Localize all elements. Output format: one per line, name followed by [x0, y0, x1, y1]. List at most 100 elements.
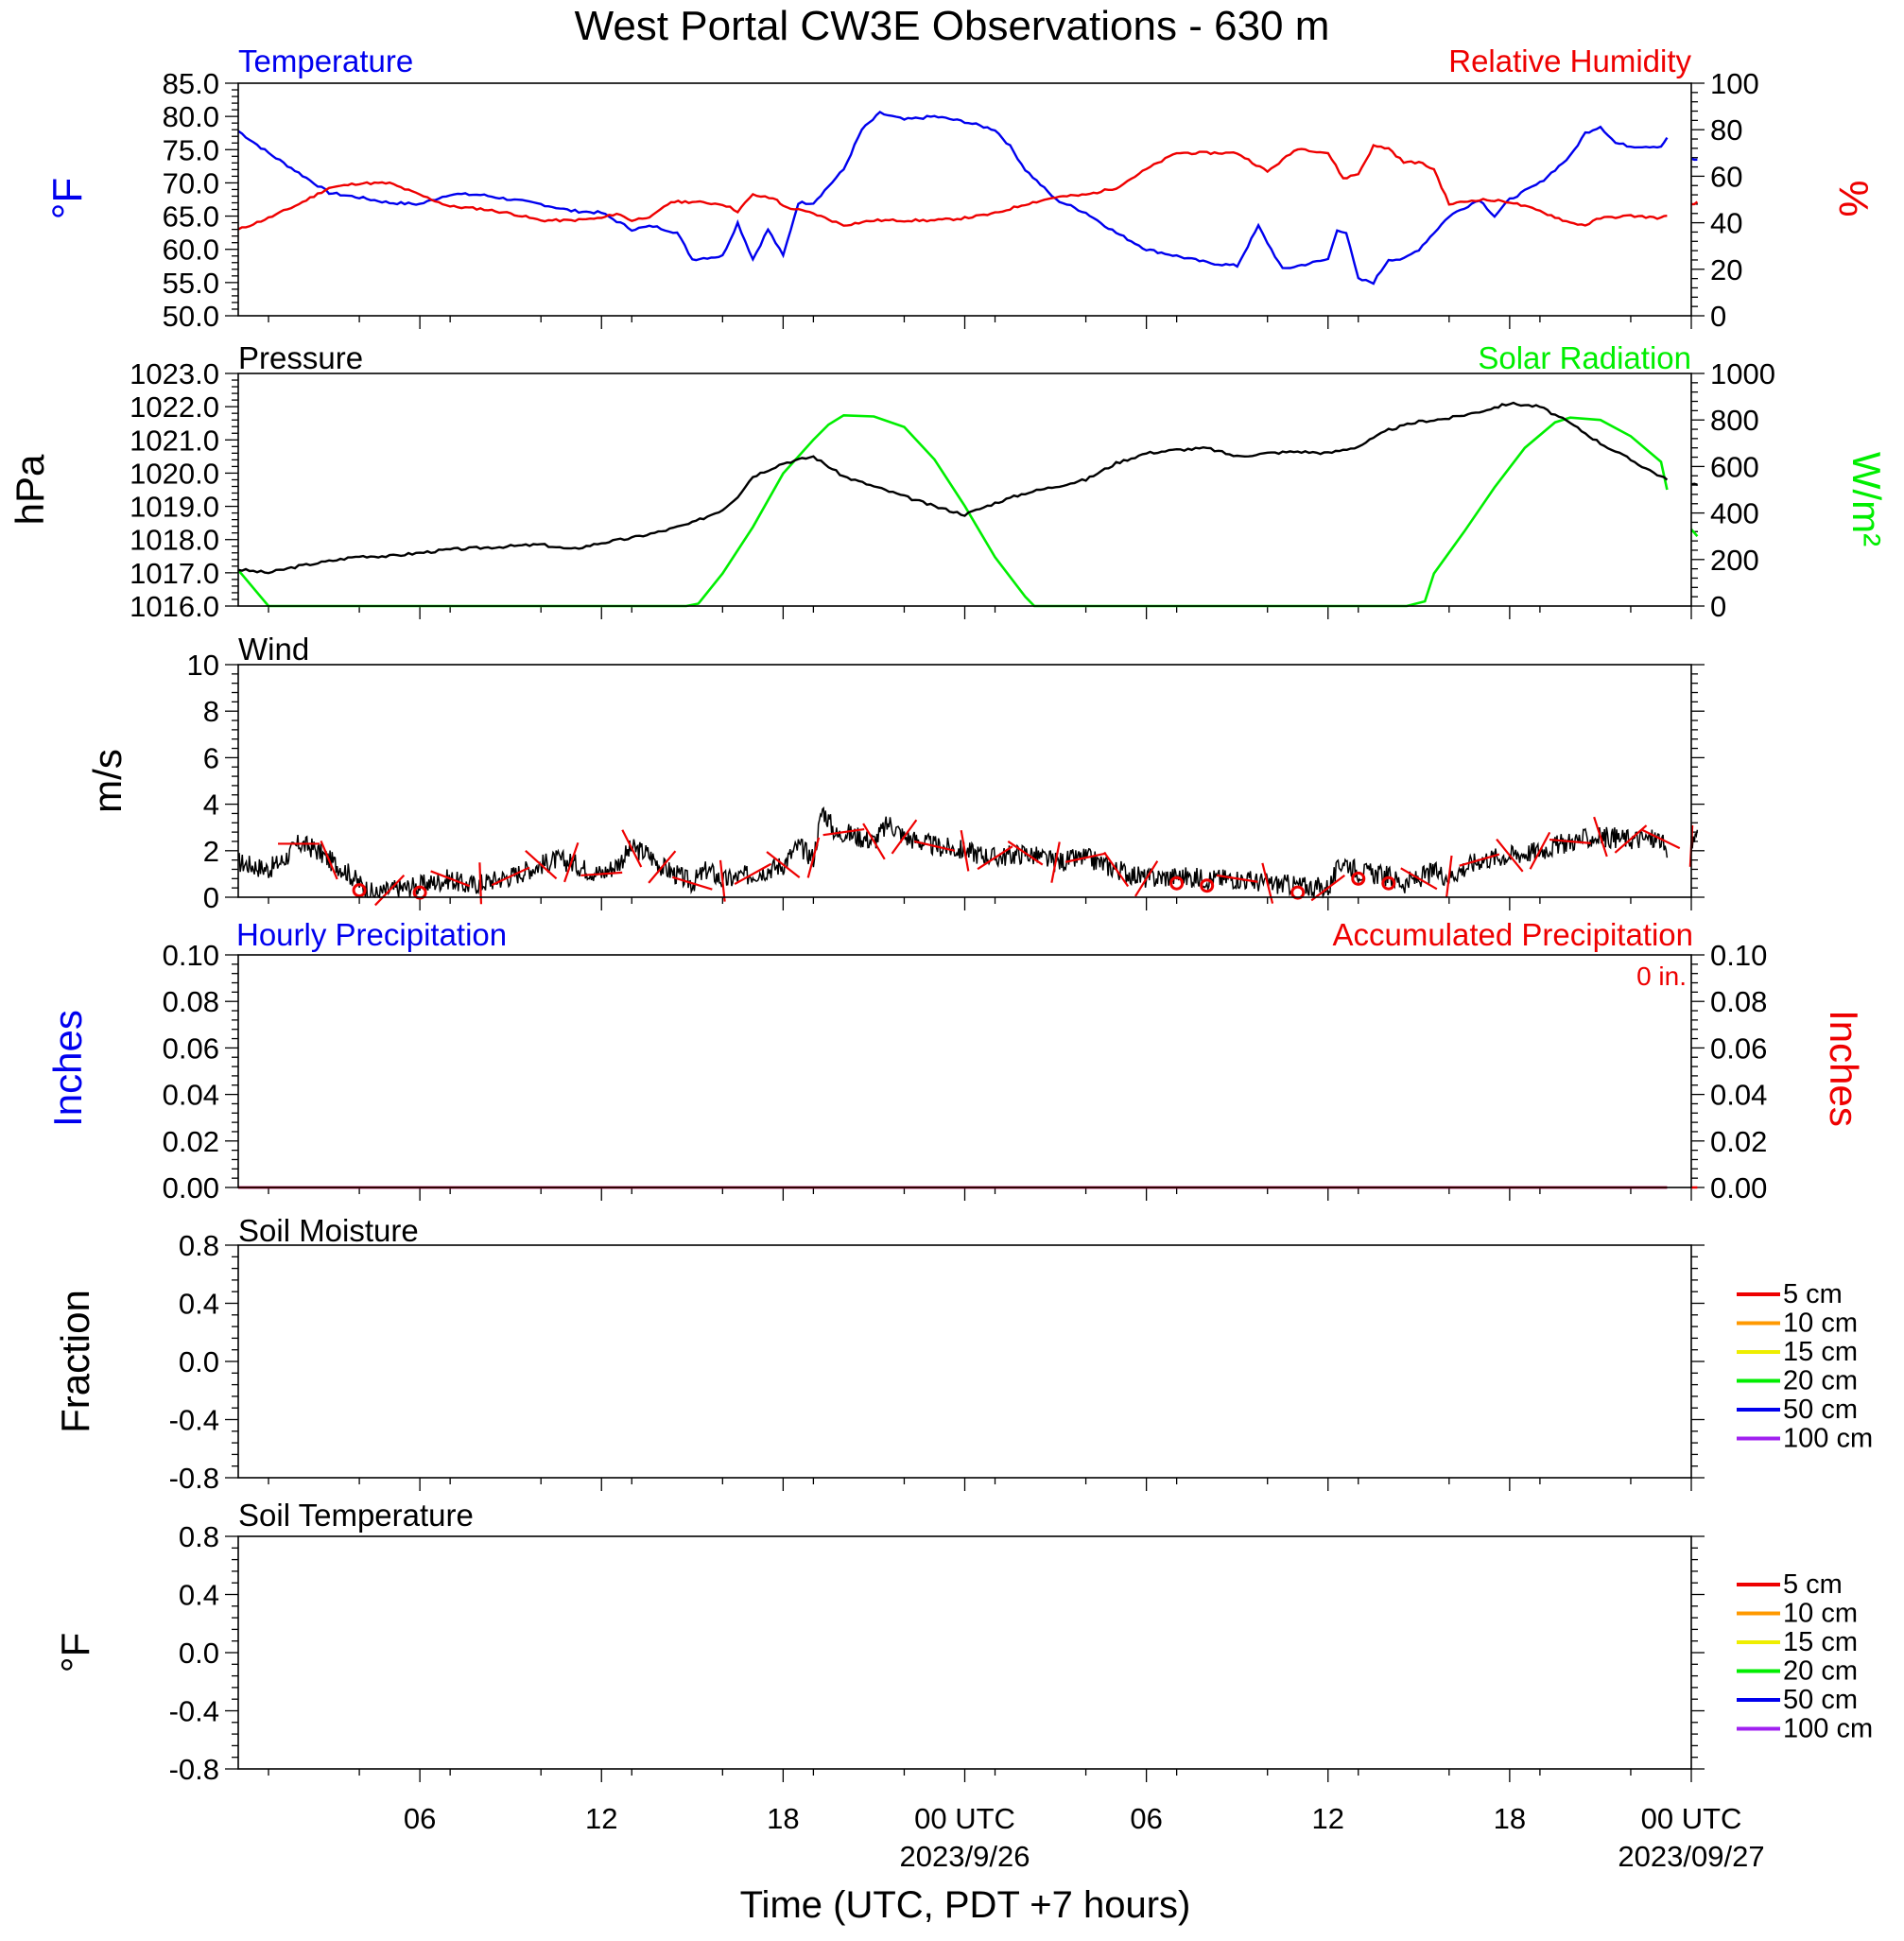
- wind-barb: [1459, 853, 1500, 867]
- wind-barb: [822, 827, 865, 837]
- wind-barb: [1593, 816, 1608, 858]
- calm-wind-marker: [1200, 878, 1215, 893]
- wind-barb: [580, 871, 623, 877]
- y-tick-label: 0.06: [163, 1031, 219, 1065]
- soil-moisture-y-axis-right-ticks: [1691, 1244, 1705, 1479]
- soil-temperature-unit: °F: [53, 1633, 97, 1672]
- y-tick-label: 8: [203, 695, 219, 728]
- y-tick-label: 70.0: [163, 166, 219, 199]
- accum-precip-y-axis: 0.10 0.08 0.06 0.04 0.02 0.00: [1691, 939, 1767, 1204]
- y-tick-label: 800: [1710, 404, 1759, 437]
- y-tick-label: 1020.0: [130, 457, 219, 490]
- y-tick-label: 4: [203, 789, 219, 822]
- panel-wind: Wind m/s 10 8 6 4 2 0: [85, 632, 1705, 914]
- temperature-y-axis: 85.080.075.070.065.060.055.050.0: [163, 67, 238, 333]
- wind-barb: [1496, 838, 1524, 873]
- wind-barb: [671, 875, 713, 891]
- accum-precip-unit: Inches: [1822, 1010, 1866, 1127]
- temperature-unit: °F: [44, 178, 91, 219]
- wind-barb: [374, 875, 406, 907]
- x-tick-label: 12: [1312, 1802, 1344, 1835]
- humidity-unit: %: [1830, 180, 1877, 217]
- y-tick-label: 1016.0: [130, 590, 219, 623]
- x-tick-label: 18: [767, 1802, 799, 1835]
- wind-barb: [1529, 831, 1551, 870]
- y-tick-label: 1018.0: [130, 524, 219, 557]
- x-tick-label: 18: [1494, 1802, 1526, 1835]
- y-tick-label: 0: [1710, 300, 1726, 333]
- pressure-title: Pressure: [238, 340, 363, 375]
- calm-wind-marker: [1290, 885, 1306, 900]
- y-tick-label: 0.00: [1710, 1171, 1767, 1204]
- wind-barb: [1400, 867, 1438, 891]
- y-tick-label: 60.0: [163, 234, 219, 267]
- panel4-x-ticks: [268, 1187, 1692, 1201]
- wind-barb: [734, 862, 772, 886]
- wind-barb: [718, 859, 726, 902]
- soil-moisture-title: Soil Moisture: [238, 1213, 419, 1248]
- y-tick-label: 60: [1710, 160, 1742, 193]
- solar-title: Solar Radiation: [1478, 340, 1691, 375]
- accum-precip-value: 0 in.: [1636, 962, 1687, 991]
- panel2-x-ticks: [268, 606, 1692, 619]
- wind-barb: [1065, 852, 1107, 863]
- y-tick-label: 40: [1710, 207, 1742, 240]
- pressure-y-axis: 1023.01022.01021.01020.01019.01018.01017…: [130, 357, 238, 623]
- wind-barb: [320, 840, 338, 880]
- solar-line: [237, 413, 1699, 608]
- legend-label: 15 cm: [1783, 1337, 1858, 1367]
- wind-barb: [862, 823, 886, 860]
- wind-barb: [913, 840, 956, 852]
- legend-label: 50 cm: [1783, 1685, 1858, 1715]
- panel1-frame: [237, 82, 1692, 317]
- soil-temperature-y-axis: 0.8 0.4 0.0 -0.4 -0.8: [169, 1520, 238, 1786]
- panel2-frame: [237, 373, 1692, 607]
- legend-label: 50 cm: [1783, 1395, 1858, 1425]
- panel6-x-ticks: [268, 1769, 1692, 1782]
- hourly-precip-unit: Inches: [45, 1010, 90, 1127]
- legend-label: 5 cm: [1783, 1279, 1843, 1309]
- y-tick-label: 0.8: [179, 1229, 219, 1262]
- x-axis-tick-labels: 06 12 18 00 UTC 2023/9/26 06 12 18 00 UTC 2023/09…: [404, 1802, 1765, 1873]
- wind-barb: [1641, 828, 1681, 850]
- y-tick-label: 1019.0: [130, 491, 219, 524]
- x-tick-label: 12: [585, 1802, 617, 1835]
- panel-pressure-solar: Pressure Solar Radiation hPa W/m² 1023.0…: [8, 340, 1889, 623]
- accum-precip-title: Accumulated Precipitation: [1332, 917, 1693, 952]
- y-tick-label: 0.0: [179, 1345, 219, 1378]
- wind-barb: [977, 845, 1013, 871]
- x-tick-label: 00 UTC: [1641, 1802, 1742, 1835]
- y-tick-label: 1017.0: [130, 557, 219, 590]
- y-tick-label: 6: [203, 741, 219, 774]
- calm-wind-marker: [412, 885, 427, 900]
- y-tick-label: 0.8: [179, 1520, 219, 1553]
- panel1-x-ticks: [268, 316, 1692, 329]
- y-tick-label: 20: [1710, 253, 1742, 286]
- wind-barb: [563, 841, 580, 883]
- legend-label: 20 cm: [1783, 1656, 1858, 1687]
- y-tick-label: 0.4: [179, 1288, 219, 1321]
- wind-barb: [621, 829, 643, 868]
- temperature-line: [237, 111, 1698, 286]
- y-tick-label: 0.00: [163, 1171, 219, 1204]
- wind-barb: [960, 829, 970, 872]
- panel-soil-temperature: Soil Temperature °F 0.8 0.4 0.0 -0.4 -0.8 5 …: [53, 1498, 1873, 1786]
- panel-soil-moisture: Soil Moisture Fraction 0.8 0.4 0.0 -0.4 -0.8…: [53, 1213, 1873, 1495]
- humidity-y-axis: 100 80 60 40 20 0: [1691, 67, 1759, 333]
- y-tick-label: 0.02: [163, 1125, 219, 1158]
- y-tick-label: 80: [1710, 113, 1742, 147]
- legend-label: 100 cm: [1783, 1714, 1873, 1744]
- legend-label: 100 cm: [1783, 1424, 1873, 1454]
- x-axis-label: Time (UTC, PDT +7 hours): [740, 1884, 1191, 1926]
- wind-barb: [766, 851, 801, 878]
- wind-title: Wind: [238, 632, 309, 667]
- soil-temperature-y-axis-right-ticks: [1691, 1535, 1705, 1770]
- pressure-line: [237, 401, 1698, 575]
- calm-wind-marker: [1351, 871, 1366, 886]
- y-tick-label: 0.10: [1710, 939, 1767, 972]
- soil-temperature-title: Soil Temperature: [238, 1498, 474, 1533]
- wind-barb: [1310, 875, 1345, 902]
- y-tick-label: 0.08: [163, 985, 219, 1018]
